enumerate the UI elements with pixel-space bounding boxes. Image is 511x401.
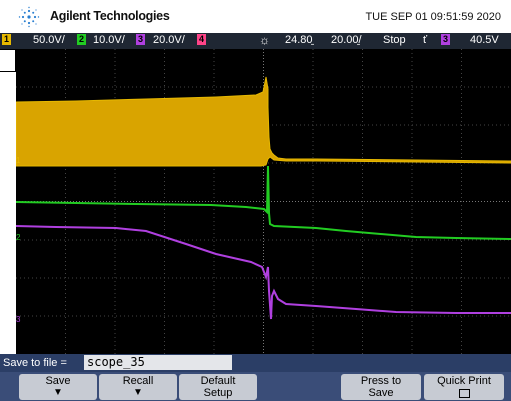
default-setup-button[interactable]: Default Setup (179, 374, 257, 400)
agilent-logo-icon (18, 6, 40, 28)
channel-3-trace (16, 225, 511, 320)
trigger-edge-icon: ť (423, 34, 428, 46)
down-arrow-icon: ▼ (133, 387, 143, 398)
status-bar: 1 50.0V/ 2 10.0V/ 3 20.0V/ 4 ☼ 24.80̱ 20… (0, 33, 511, 49)
time-offset[interactable]: 24.80̱ (285, 34, 313, 46)
channel-3-badge[interactable]: 3 (136, 34, 145, 45)
channel-1-scale[interactable]: 50.0V/ (33, 34, 65, 46)
time-scale[interactable]: 20.00̱/ (331, 34, 362, 46)
down-arrow-icon: ▼ (53, 387, 63, 398)
trigger-position-icon: ☼ (259, 33, 270, 47)
header: Agilent Technologies TUE SEP 01 09:51:59… (0, 0, 511, 33)
save-to-file-label: Save to file = (3, 357, 67, 369)
waveform-display[interactable]: 1 2 3 (16, 49, 511, 354)
channel-2-trace (16, 165, 511, 240)
recall-button[interactable]: Recall ▼ (99, 374, 177, 400)
checkbox-icon (458, 389, 470, 398)
channel-2-scale[interactable]: 10.0V/ (93, 34, 125, 46)
channel-2-badge[interactable]: 2 (77, 34, 86, 45)
quick-print-button[interactable]: Quick Print (424, 374, 504, 400)
channel-1-ground-marker[interactable]: 1 (16, 156, 21, 165)
channel-2-ground-marker[interactable]: 2 (16, 233, 21, 242)
save-button[interactable]: Save ▼ (19, 374, 97, 400)
save-bar: Save to file = scope_35 (0, 354, 511, 372)
graticule (16, 49, 511, 354)
trigger-channel-badge: 3 (441, 34, 450, 45)
channel-1-badge[interactable]: 1 (2, 34, 11, 45)
brand-name: Agilent Technologies (50, 9, 170, 23)
run-state: Stop (383, 34, 406, 46)
left-marker-strip (0, 72, 16, 354)
press-to-save-button[interactable]: Press to Save (341, 374, 421, 400)
channel-3-scale[interactable]: 20.0V/ (153, 34, 185, 46)
channel-3-ground-marker[interactable]: 3 (16, 315, 21, 324)
softkey-bar: Save ▼ Recall ▼ Default Setup Press to S… (0, 372, 511, 401)
channel-1-trace (16, 76, 511, 167)
timestamp: TUE SEP 01 09:51:59 2020 (365, 11, 501, 23)
cursor-marker (0, 49, 16, 72)
channel-4-badge[interactable]: 4 (197, 34, 206, 45)
filename-field[interactable]: scope_35 (84, 355, 232, 370)
trigger-level[interactable]: 40.5V (470, 34, 499, 46)
